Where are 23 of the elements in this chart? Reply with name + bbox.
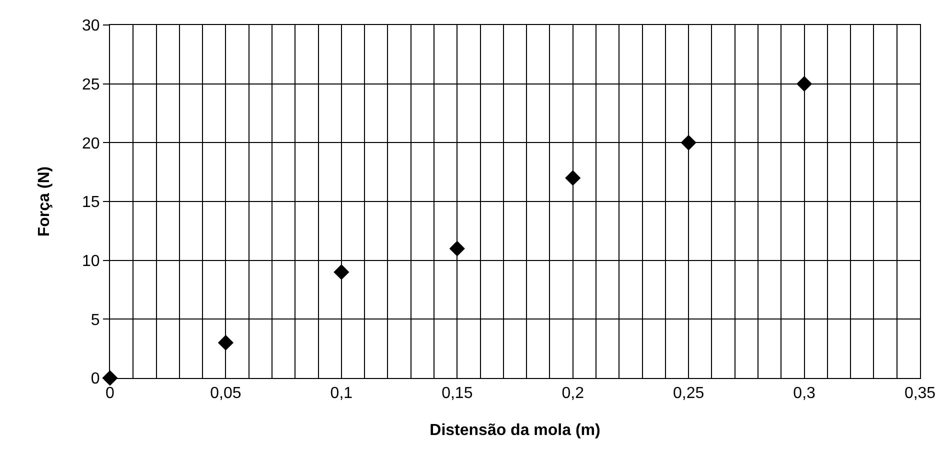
y-tick-label: 0 [90,370,100,388]
y-axis-title: Força (N) [36,166,53,237]
x-axis-title: Distensão da mola (m) [430,422,600,439]
x-tick-label: 0,05 [210,385,242,402]
y-tick-label: 20 [82,135,100,152]
y-tick-label: 15 [82,194,100,212]
point [449,240,465,256]
point [680,134,696,150]
y-tick-label: 25 [82,76,100,94]
point [334,264,350,280]
y-tick-label: 30 [82,18,100,35]
y-tick-label: 10 [82,252,100,270]
point [218,334,234,350]
x-tick-label: 0,1 [330,385,353,402]
x-tick-label: 0 [106,385,115,402]
x-tick-label: 0,3 [793,385,816,402]
x-tick-label: 0,2 [562,385,584,402]
x-tick-label: 0,35 [904,385,936,402]
x-tick-label: 0,15 [442,385,473,402]
point [565,170,581,186]
point [796,76,812,92]
x-tick-label: 0,25 [673,385,704,402]
y-tick-label: 5 [90,312,100,329]
